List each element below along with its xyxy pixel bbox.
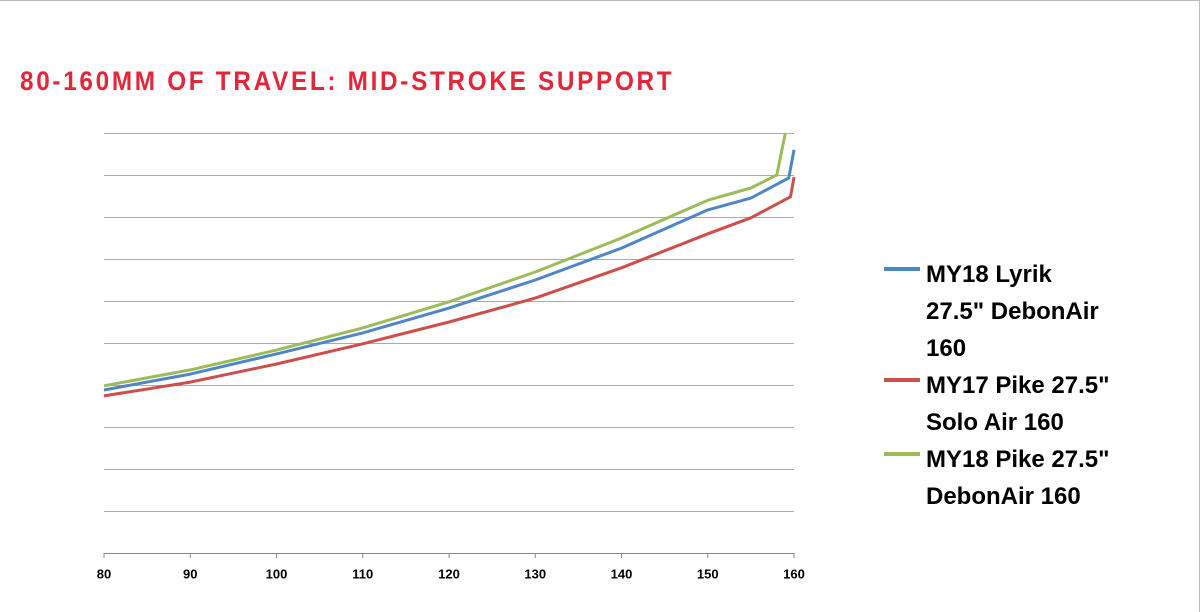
legend-swatch [884,378,920,382]
legend-item: MY18 Lyrik 27.5" DebonAir 160 [884,256,1114,367]
x-tick-label: 100 [266,566,288,581]
legend-label: MY17 Pike 27.5" Solo Air 160 [926,372,1110,436]
legend-item: MY17 Pike 27.5" Solo Air 160 [884,367,1114,441]
x-tick-label: 150 [697,566,719,581]
series-line [103,176,796,398]
x-tick-label: 120 [438,566,460,581]
x-tick-label: 90 [183,566,197,581]
legend-swatch [884,452,920,456]
series-line [103,132,787,388]
legend-label: MY18 Lyrik 27.5" DebonAir 160 [926,261,1099,362]
x-tick-label: 80 [97,566,111,581]
chart-title: 80-160MM OF TRAVEL: MID-STROKE SUPPORT [20,66,675,96]
legend: MY18 Lyrik 27.5" DebonAir 160 MY17 Pike 2… [884,256,1114,515]
x-tick-label: 160 [783,566,805,581]
x-tick-label: 130 [524,566,546,581]
x-tick-label: 110 [352,566,373,581]
series-line [103,149,796,392]
legend-label: MY18 Pike 27.5" DebonAir 160 [926,446,1110,510]
x-tick-label: 140 [611,566,633,581]
legend-item: MY18 Pike 27.5" DebonAir 160 [884,441,1114,515]
legend-swatch [884,267,920,271]
